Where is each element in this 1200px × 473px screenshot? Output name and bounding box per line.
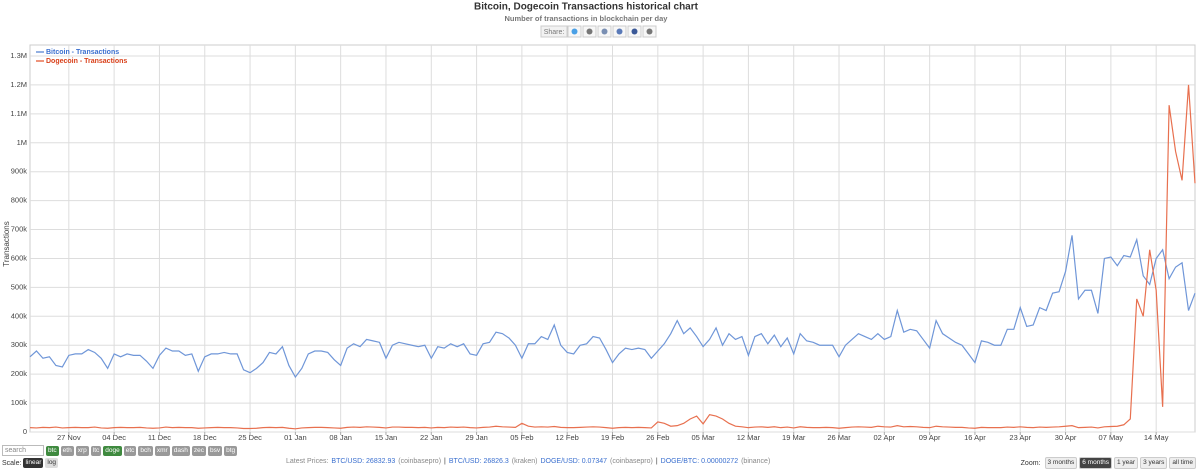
x-tick-label: 15 Jan (375, 433, 398, 442)
price-text[interactable]: DOGE/BTC: 0.00000272 (660, 458, 739, 465)
coin-row: search btc eth xrp ltc doge etc bch xmr dash zec b… (2, 445, 238, 456)
coin-button[interactable]: btg (224, 445, 238, 456)
x-tick-label: 18 Dec (193, 433, 217, 442)
price-text: | (444, 458, 446, 465)
chart-title: Bitcoin, Dogecoin Transactions historica… (474, 2, 699, 13)
y-tick-label: 900k (11, 167, 28, 176)
x-tick-label: 12 Feb (556, 433, 579, 442)
y-axis-title: Transactions (2, 221, 11, 267)
coin-button[interactable]: xmr (154, 445, 170, 456)
series-line (29, 84, 1196, 430)
zoom-label: Zoom: (1020, 459, 1041, 467)
coin-button[interactable]: btc (46, 445, 59, 456)
price-text: (coinbasepro) (398, 458, 442, 465)
y-tick-label: 400k (11, 311, 28, 320)
search-input[interactable]: search (2, 445, 44, 456)
coin-button[interactable]: eth (60, 445, 74, 456)
coin-button[interactable]: ltc (90, 445, 102, 456)
x-tick-label: 07 May (1099, 433, 1124, 442)
share-box (540, 25, 568, 38)
x-tick-label: 22 Jan (420, 433, 443, 442)
x-tick-label: 19 Mar (782, 433, 806, 442)
latest-prices: Latest Prices: BTC/USD: 26832.93 (coinbase… (286, 458, 770, 465)
y-tick-label: 1.1M (10, 109, 27, 118)
x-tick-label: 25 Dec (238, 433, 262, 442)
x-tick-label: 16 Apr (964, 433, 986, 442)
coin-button[interactable]: bsv (207, 445, 223, 456)
y-tick-label: 600k (11, 253, 28, 262)
coin-button[interactable]: zec (191, 445, 206, 456)
x-tick-label: 26 Mar (827, 433, 851, 442)
x-tick-label: 02 Apr (873, 433, 895, 442)
y-tick-label: 500k (11, 282, 28, 291)
zoom-button[interactable]: 1 year (1114, 457, 1139, 469)
x-tick-label: 08 Jan (329, 433, 352, 442)
x-tick-label: 26 Feb (646, 433, 669, 442)
x-tick-label: 19 Feb (601, 433, 624, 442)
zoom-button[interactable]: 6 months (1079, 457, 1112, 469)
scale-row: Scale: linear log (2, 458, 59, 468)
price-text: (kraken) (511, 458, 538, 465)
x-tick-label: 23 Apr (1009, 433, 1031, 442)
coin-button[interactable]: bch (138, 445, 153, 456)
x-tick-label: 11 Dec (148, 433, 171, 442)
x-tick-label: 04 Dec (102, 433, 126, 442)
legend-label: Bitcoin - Transactions (46, 49, 119, 56)
zoom-row: Zoom: 3 months 6 months 1 year 3 years all t… (1021, 457, 1196, 469)
scale-label: Scale: (2, 459, 22, 467)
y-tick-label: 1.2M (10, 80, 27, 89)
price-text[interactable]: DOGE/USD: 0.07347 (540, 458, 608, 465)
y-tick-label: 100k (11, 398, 28, 407)
price-text[interactable]: BTC/USD: 26826.3 (448, 458, 509, 465)
coin-button[interactable]: doge (103, 445, 122, 456)
y-tick-label: 800k (11, 196, 28, 205)
y-tick-label: 300k (11, 340, 28, 349)
x-tick-label: 12 Mar (737, 433, 761, 442)
share-icons[interactable] (567, 25, 657, 38)
price-text[interactable]: BTC/USD: 26832.93 (331, 458, 396, 465)
grid (29, 44, 1196, 433)
x-tick-label: 27 Nov (57, 433, 81, 442)
zoom-button[interactable]: 3 years (1140, 457, 1168, 469)
x-tick-label: 14 May (1144, 433, 1169, 442)
x-tick-label: 09 Apr (919, 433, 941, 442)
x-tick-label: 05 Mar (691, 433, 715, 442)
zoom-button[interactable]: all time (1169, 457, 1196, 469)
x-tick-label: 30 Apr (1055, 433, 1077, 442)
chart-subtitle: Number of transactions in blockchain per… (505, 14, 669, 23)
y-tick-label: 0 (23, 427, 27, 436)
x-tick-label: 01 Jan (284, 433, 307, 442)
coin-button[interactable]: dash (171, 445, 190, 456)
x-tick-label: 29 Jan (465, 433, 488, 442)
y-tick-label: 1M (17, 138, 27, 147)
scale-button[interactable]: linear (23, 458, 44, 468)
price-text: | (655, 458, 658, 465)
y-tick-label: 200k (11, 369, 28, 378)
y-tick-label: 700k (11, 225, 28, 234)
controls: search btc eth xrp ltc doge etc bch xmr dash zec b… (0, 444, 1200, 473)
coin-button[interactable]: etc (123, 445, 137, 456)
price-text: (binance) (741, 458, 771, 465)
y-tick-label: 1.3M (10, 51, 27, 60)
zoom-button[interactable]: 3 months (1044, 457, 1078, 469)
price-text: Latest Prices: (286, 458, 329, 465)
legend-label: Dogecoin - Transactions (46, 58, 127, 65)
share-label: Share: (544, 29, 565, 36)
x-tick-label: 05 Feb (510, 433, 533, 442)
price-text: (coinbasepro) (610, 458, 653, 465)
series-line (29, 235, 1196, 379)
coin-button[interactable]: xrp (75, 445, 89, 456)
chart: Bitcoin, Dogecoin Transactions historica… (2, 2, 1196, 442)
scale-button[interactable]: log (45, 458, 59, 468)
